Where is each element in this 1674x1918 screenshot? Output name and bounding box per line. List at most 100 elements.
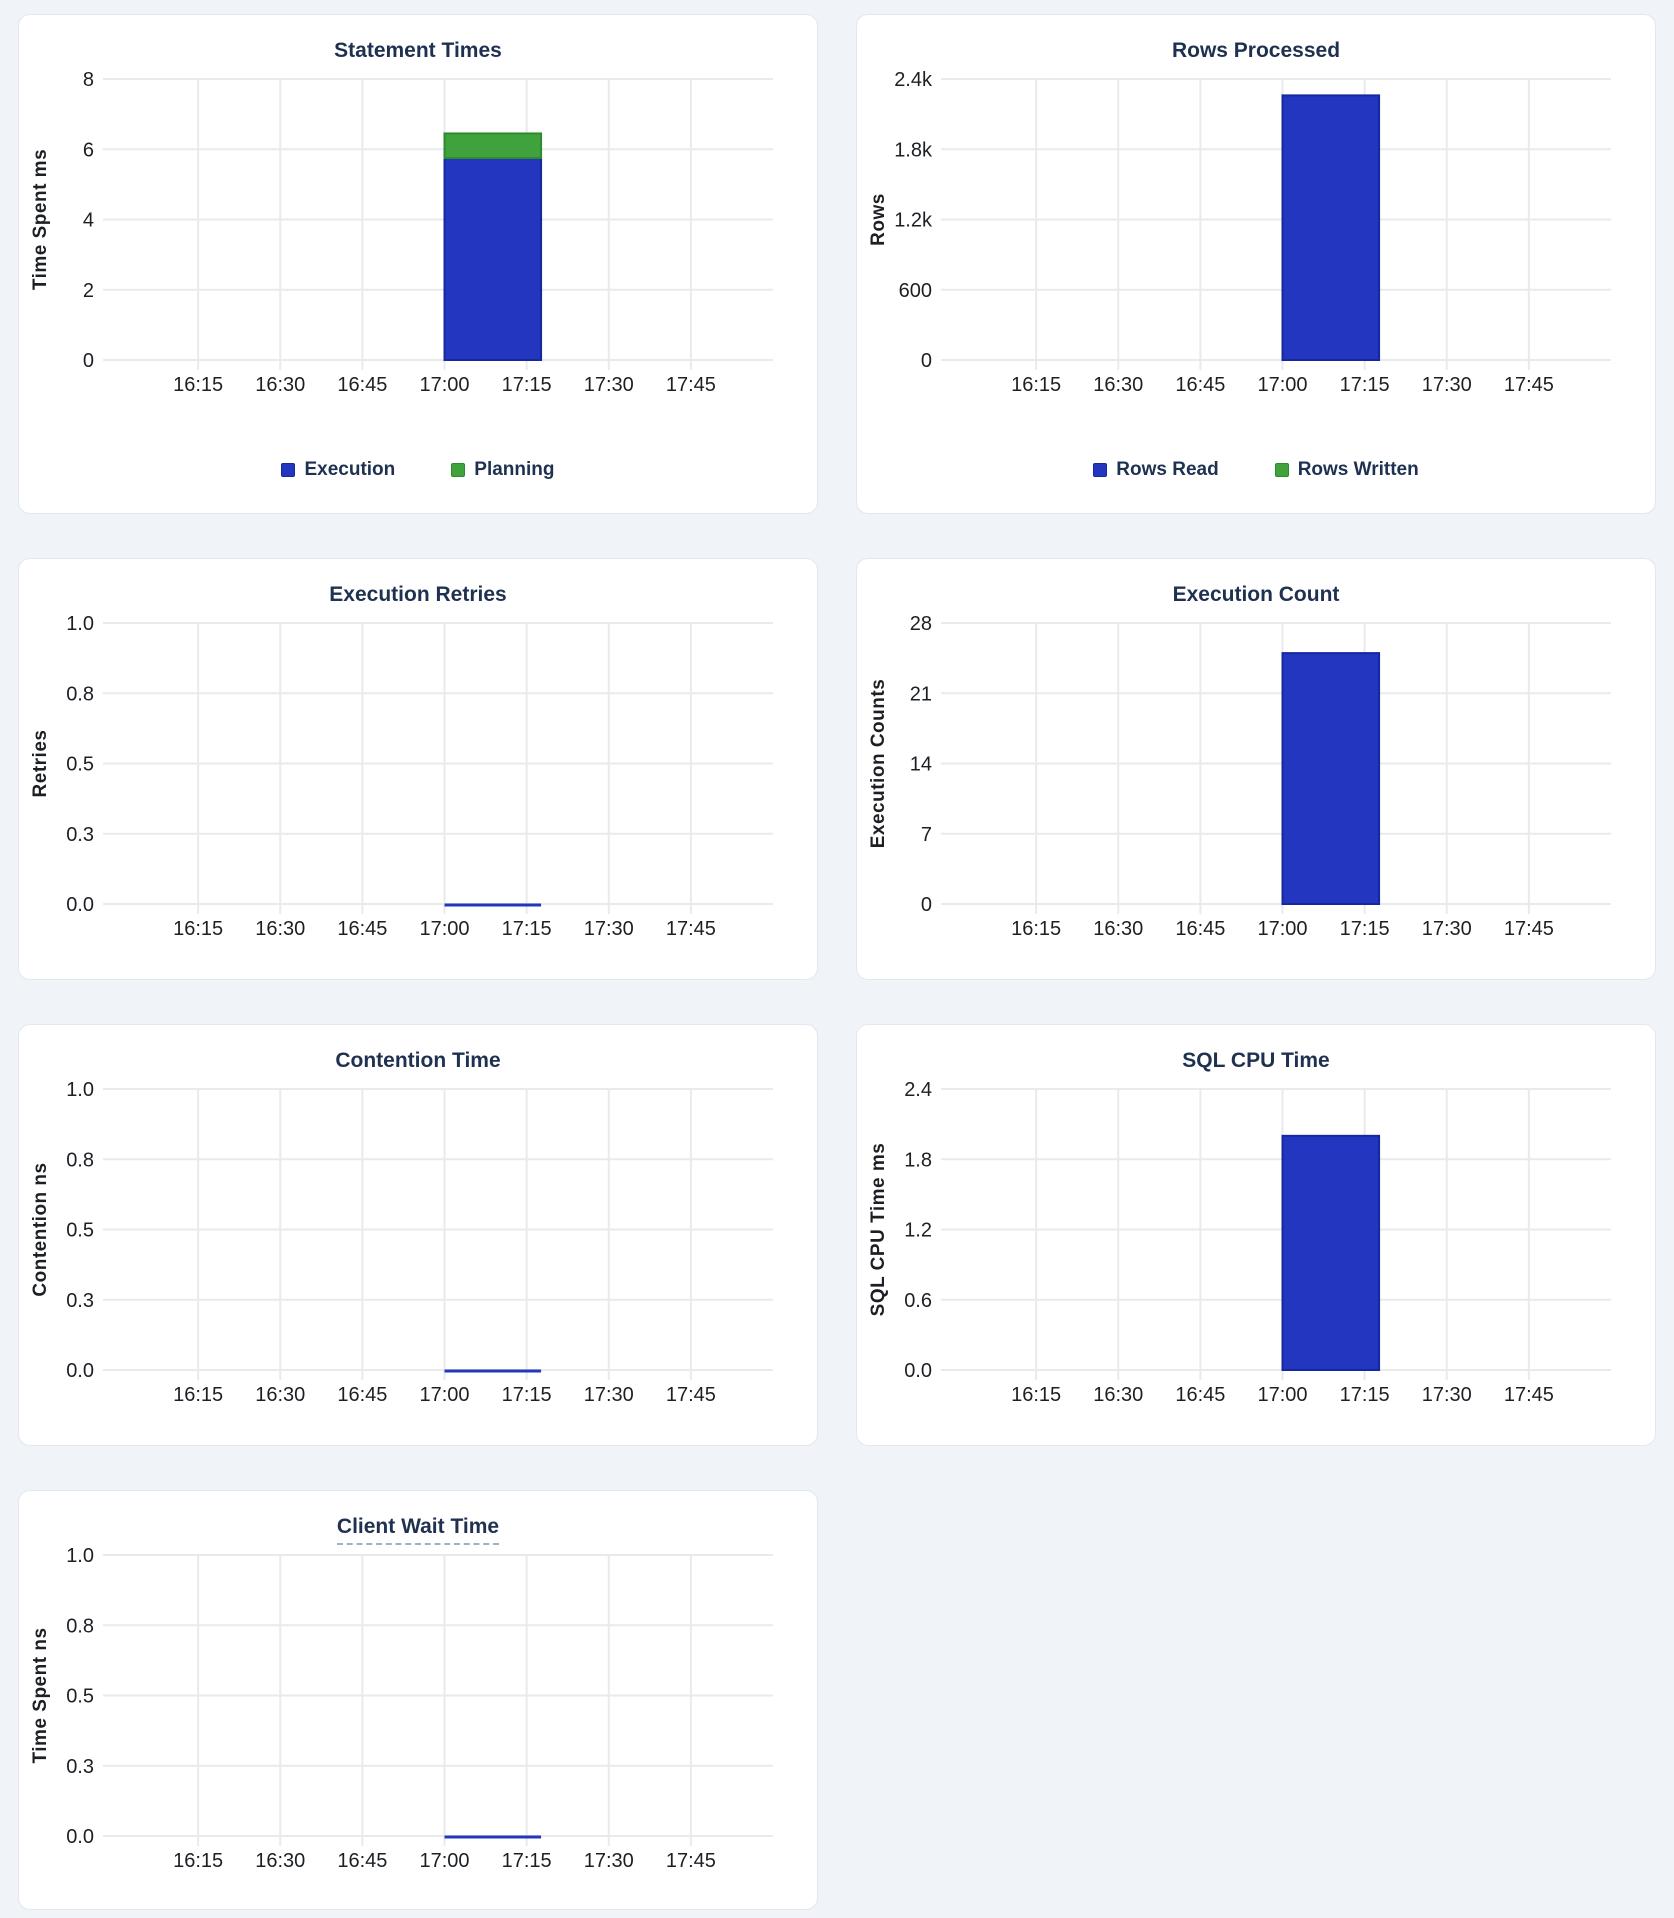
svg-text:1.0: 1.0 [66,613,94,635]
svg-text:16:30: 16:30 [255,374,305,396]
svg-text:Contention ns: Contention ns [30,1162,51,1296]
execution-retries-chart[interactable]: 1.0 0.8 0.5 0.3 0.0 16:15 16:30 16:45 17:00 17:15… [19,559,817,979]
svg-text:16:45: 16:45 [337,1384,387,1406]
svg-text:16:30: 16:30 [255,1384,305,1406]
svg-text:17:45: 17:45 [1504,918,1554,940]
legend-swatch [451,463,466,477]
execution-retries-card: Execution Retries 1.0 0.8 0.5 0.3 0.0 16:15 16… [18,558,818,980]
svg-text:1.0: 1.0 [66,1079,94,1101]
svg-text:0.8: 0.8 [66,1149,94,1171]
svg-text:4: 4 [83,210,94,232]
svg-text:16:45: 16:45 [337,918,387,940]
legend-item: Rows Read [1093,459,1219,481]
legend-label: Planning [474,459,555,480]
svg-text:16:15: 16:15 [1011,1384,1061,1406]
svg-text:16:30: 16:30 [255,1850,305,1872]
svg-text:2.4k: 2.4k [894,69,933,91]
rows-processed-legend: Rows Read Rows Written [857,459,1655,481]
svg-text:16:30: 16:30 [1093,918,1143,940]
svg-text:16:45: 16:45 [1175,918,1225,940]
svg-text:1.0: 1.0 [66,1545,94,1567]
svg-text:17:30: 17:30 [584,918,634,940]
svg-text:600: 600 [899,280,932,302]
svg-text:0.6: 0.6 [904,1290,932,1312]
svg-text:0.0: 0.0 [66,1360,94,1382]
svg-text:0.3: 0.3 [66,1756,94,1778]
svg-text:2: 2 [83,280,94,302]
svg-text:Rows: Rows [868,193,889,246]
svg-text:17:15: 17:15 [1340,1384,1390,1406]
client-wait-time-tooltip-link[interactable]: Client Wait Time [336,1515,500,1545]
svg-text:0.3: 0.3 [66,1290,94,1312]
svg-text:17:45: 17:45 [1504,374,1554,396]
svg-text:17:00: 17:00 [419,374,469,396]
svg-text:SQL CPU Time ms: SQL CPU Time ms [868,1143,889,1317]
svg-text:17:00: 17:00 [419,1384,469,1406]
svg-text:16:15: 16:15 [1011,374,1061,396]
svg-text:0.5: 0.5 [66,754,94,776]
statement-times-chart[interactable]: 8 6 4 2 0 16:15 16:30 16:45 17:00 17:15 17:30 17:45… [19,15,817,513]
legend-label: Execution [304,459,396,480]
chart-title-execution-count: Execution Count [1172,583,1340,606]
svg-text:17:15: 17:15 [502,1384,552,1406]
svg-text:0.5: 0.5 [66,1686,94,1708]
svg-text:17:00: 17:00 [1257,1384,1307,1406]
svg-text:17:30: 17:30 [584,1850,634,1872]
svg-text:16:15: 16:15 [1011,918,1061,940]
svg-text:16:15: 16:15 [173,1384,223,1406]
svg-text:17:00: 17:00 [1257,918,1307,940]
sql-cpu-time-chart[interactable]: 2.4 1.8 1.2 0.6 0.0 16:15 16:30 16:45 17:00 17:15… [857,1025,1655,1445]
execution-count-chart[interactable]: 28 21 14 7 0 16:15 16:30 16:45 17:00 17:15 17:30 17… [857,559,1655,979]
legend-item: Rows Written [1274,459,1419,481]
chart-title-sql-cpu-time: SQL CPU Time [1182,1049,1330,1072]
svg-text:2.4: 2.4 [904,1079,932,1101]
svg-text:0.5: 0.5 [66,1220,94,1242]
svg-text:Retries: Retries [30,730,51,798]
svg-text:16:15: 16:15 [173,1850,223,1872]
svg-text:0: 0 [921,894,932,916]
svg-text:16:45: 16:45 [337,1850,387,1872]
svg-text:16:30: 16:30 [1093,1384,1143,1406]
chart-title-execution-retries: Execution Retries [329,583,507,606]
svg-text:17:45: 17:45 [666,1384,716,1406]
statement-times-legend: Execution Planning [19,459,817,481]
svg-text:28: 28 [910,613,932,635]
svg-text:17:00: 17:00 [419,1850,469,1872]
svg-text:17:15: 17:15 [502,1850,552,1872]
chart-title-statement-times: Statement Times [334,39,502,62]
svg-text:16:30: 16:30 [255,918,305,940]
chart-title-contention-time: Contention Time [335,1049,501,1072]
svg-text:Time Spent ms: Time Spent ms [30,149,51,290]
svg-text:17:45: 17:45 [1504,1384,1554,1406]
legend-label: Rows Written [1297,459,1419,480]
svg-text:16:15: 16:15 [173,918,223,940]
svg-text:17:00: 17:00 [419,918,469,940]
statement-times-card: Statement Times 8 6 4 2 0 16:15 16:30 16:45 17:0… [18,14,818,514]
contention-time-chart[interactable]: 1.0 0.8 0.5 0.3 0.0 16:15 16:30 16:45 17:00 17:15… [19,1025,817,1445]
svg-text:17:15: 17:15 [502,374,552,396]
svg-text:1.2k: 1.2k [894,210,933,232]
svg-text:0.3: 0.3 [66,824,94,846]
svg-text:16:45: 16:45 [1175,374,1225,396]
svg-text:16:15: 16:15 [173,374,223,396]
svg-text:1.8: 1.8 [904,1149,932,1171]
svg-text:17:30: 17:30 [1422,918,1472,940]
legend-swatch [1093,463,1108,477]
svg-text:Time Spent ns: Time Spent ns [30,1627,51,1763]
svg-text:17:45: 17:45 [666,374,716,396]
rows-processed-chart[interactable]: 2.4k 1.8k 1.2k 600 0 16:15 16:30 16:45 17:00 17:1… [857,15,1655,513]
svg-text:0: 0 [83,350,94,372]
svg-text:17:45: 17:45 [666,1850,716,1872]
svg-text:16:30: 16:30 [1093,374,1143,396]
chart-title-client-wait-time: Client Wait Time [19,1515,817,1545]
client-wait-time-chart[interactable]: 1.0 0.8 0.5 0.3 0.0 16:15 16:30 16:45 17:00 17:15… [19,1491,817,1909]
svg-text:0.8: 0.8 [66,1615,94,1637]
svg-text:17:15: 17:15 [1340,374,1390,396]
svg-text:0: 0 [921,350,932,372]
svg-text:17:30: 17:30 [1422,374,1472,396]
svg-text:16:45: 16:45 [1175,1384,1225,1406]
svg-text:0.0: 0.0 [66,894,94,916]
svg-text:17:30: 17:30 [1422,1384,1472,1406]
svg-text:0.0: 0.0 [904,1360,932,1382]
